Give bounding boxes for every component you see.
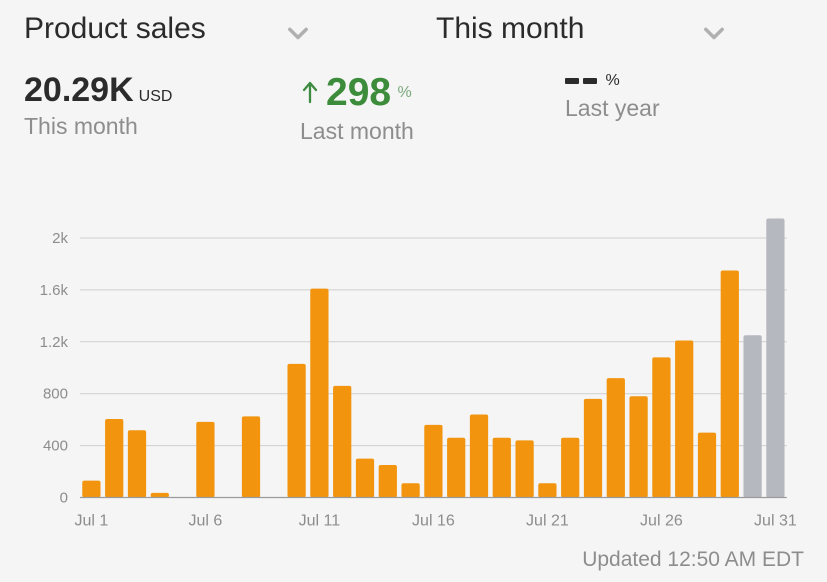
svg-text:Jul 1: Jul 1 [75,513,109,530]
svg-text:400: 400 [43,438,68,455]
svg-text:0: 0 [60,490,68,507]
svg-text:Jul 16: Jul 16 [412,513,455,530]
svg-text:1.2k: 1.2k [40,334,69,351]
svg-text:Jul 26: Jul 26 [640,513,683,530]
svg-text:800: 800 [43,386,68,403]
svg-text:Jul 21: Jul 21 [526,513,569,530]
svg-text:Jul 31: Jul 31 [754,513,797,530]
svg-text:Jul 11: Jul 11 [299,513,341,530]
svg-text:2k: 2k [52,230,68,247]
svg-text:1.6k: 1.6k [40,282,69,299]
svg-text:Jul 6: Jul 6 [189,513,223,530]
